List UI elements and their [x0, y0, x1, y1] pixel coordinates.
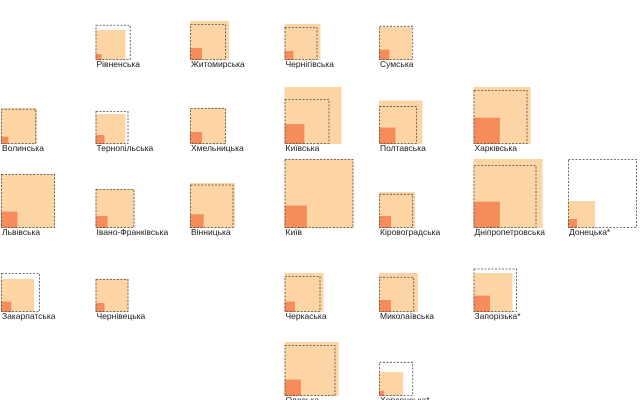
region-tile: Херсонська* — [379, 361, 430, 400]
reference-square — [1, 273, 40, 312]
reference-square — [284, 99, 330, 144]
reference-square — [379, 25, 414, 60]
reference-square — [190, 108, 226, 144]
region-label: Вінницька — [191, 227, 231, 237]
reference-square — [1, 108, 37, 144]
region-tile: Донецька* — [568, 159, 637, 237]
inner-square — [284, 51, 294, 60]
region-tile: Київська — [284, 87, 342, 153]
reference-square — [95, 111, 129, 144]
region-label: Донецька* — [569, 227, 611, 237]
region-tile: Одеська — [284, 342, 339, 400]
reference-square — [379, 361, 414, 396]
region-label: Закарпатська — [2, 311, 56, 321]
inner-square — [1, 136, 9, 144]
reference-square — [473, 268, 517, 312]
inner-square — [284, 124, 305, 144]
region-tile: Чернівецька — [95, 279, 146, 321]
reference-square — [95, 24, 131, 60]
inner-square — [473, 117, 500, 144]
inner-square — [379, 216, 391, 228]
region-label: Львівська — [2, 227, 40, 237]
region-label: Київ — [286, 227, 303, 237]
region-label: Черкаська — [286, 311, 327, 321]
reference-square — [379, 193, 414, 228]
region-label: Полтавська — [380, 143, 426, 153]
reference-square — [284, 159, 354, 228]
region-tile: Черкаська — [284, 273, 327, 321]
region-tile: Волинська — [1, 108, 44, 153]
reference-square — [95, 189, 135, 228]
region-label: Кіровоградська — [380, 227, 441, 237]
region-tile: Полтавська — [379, 100, 426, 153]
inner-square — [379, 390, 385, 396]
inner-square — [95, 303, 105, 312]
region-tile: Тернопільська — [95, 111, 154, 153]
inner-square — [379, 49, 390, 60]
region-label: Тернопільська — [97, 143, 154, 153]
reference-square — [568, 159, 637, 228]
region-tile: Закарпатська — [1, 273, 56, 321]
region-label: Чернівецька — [97, 311, 146, 321]
inner-square — [284, 301, 295, 312]
reference-square — [95, 279, 129, 312]
region-tile: Івано-Франківська — [95, 189, 169, 237]
region-tile: Львівська — [1, 174, 55, 237]
inner-square — [190, 48, 202, 60]
region-tile: Хмельницька — [190, 108, 244, 153]
reference-square — [379, 276, 415, 312]
reference-square — [284, 27, 318, 60]
inner-square — [95, 216, 108, 228]
reference-square — [379, 106, 417, 144]
region-label: Миколаївська — [380, 311, 434, 321]
inner-square — [568, 219, 577, 228]
region-label: Херсонська* — [380, 395, 430, 400]
inner-square — [284, 205, 307, 228]
region-label: Одеська — [286, 395, 320, 400]
region-tile: Харківська — [473, 87, 531, 153]
inner-square — [473, 201, 500, 228]
inner-square — [473, 295, 490, 312]
region-label: Харківська — [475, 143, 518, 153]
region-tile: Київ — [284, 159, 354, 237]
region-label: Рівненська — [97, 59, 141, 69]
inner-square — [95, 54, 102, 60]
inner-square — [1, 211, 18, 228]
region-label: Волинська — [2, 143, 44, 153]
reference-square — [190, 184, 234, 228]
reference-square — [190, 24, 226, 60]
region-tile: Вінницька — [190, 183, 235, 237]
inner-square — [1, 301, 12, 312]
region-label: Житомирська — [191, 59, 245, 69]
reference-square — [473, 165, 537, 228]
region-label: Чернігівська — [286, 59, 335, 69]
region-label: Сумська — [380, 59, 414, 69]
reference-square — [1, 174, 55, 228]
reference-square — [284, 345, 336, 396]
region-tile: Дніпропетровська — [473, 159, 546, 237]
region-tile: Запорізька* — [473, 268, 522, 321]
reference-square — [284, 276, 321, 312]
region-label: Івано-Франківська — [97, 227, 169, 237]
region-label: Дніпропетровська — [475, 227, 546, 237]
inner-square — [190, 132, 202, 144]
region-tile: Миколаївська — [379, 273, 434, 321]
region-tile: Житомирська — [190, 20, 245, 69]
inner-square — [379, 300, 391, 312]
region-tile: Кіровоградська — [379, 192, 441, 237]
region-label: Хмельницька — [191, 143, 244, 153]
region-tile: Рівненська — [95, 24, 141, 69]
inner-square — [284, 379, 301, 396]
region-label: Запорізька* — [475, 311, 522, 321]
inner-square — [190, 214, 204, 228]
region-label: Київська — [286, 143, 320, 153]
region-tile: Сумська — [379, 25, 414, 69]
reference-square — [473, 90, 528, 144]
inner-square — [95, 135, 105, 144]
inner-square — [379, 127, 396, 144]
region-tile: Чернігівська — [284, 24, 335, 69]
